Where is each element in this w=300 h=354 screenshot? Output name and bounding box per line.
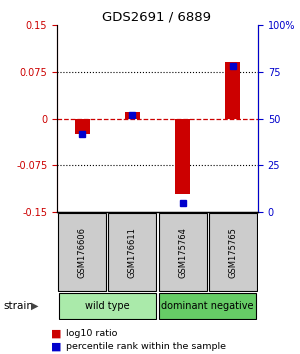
Text: GSM176606: GSM176606 — [78, 227, 87, 278]
Bar — [175, 119, 190, 194]
Text: GDS2691 / 6889: GDS2691 / 6889 — [101, 11, 211, 24]
Text: log10 ratio: log10 ratio — [66, 329, 117, 338]
Bar — [159, 293, 256, 319]
Bar — [225, 62, 240, 119]
Text: dominant negative: dominant negative — [161, 301, 254, 311]
Text: GSM175765: GSM175765 — [228, 227, 237, 278]
Text: GSM175764: GSM175764 — [178, 227, 187, 278]
Text: strain: strain — [3, 301, 33, 311]
Bar — [58, 293, 156, 319]
Bar — [108, 213, 157, 291]
Text: ■: ■ — [51, 341, 62, 351]
Bar — [125, 112, 140, 119]
Text: ▶: ▶ — [31, 301, 38, 311]
Text: ■: ■ — [51, 329, 62, 338]
Text: percentile rank within the sample: percentile rank within the sample — [66, 342, 226, 351]
Bar — [209, 213, 257, 291]
Bar — [75, 119, 90, 134]
Bar — [158, 213, 207, 291]
Text: GSM176611: GSM176611 — [128, 227, 137, 278]
Text: wild type: wild type — [85, 301, 130, 311]
Bar — [58, 213, 106, 291]
